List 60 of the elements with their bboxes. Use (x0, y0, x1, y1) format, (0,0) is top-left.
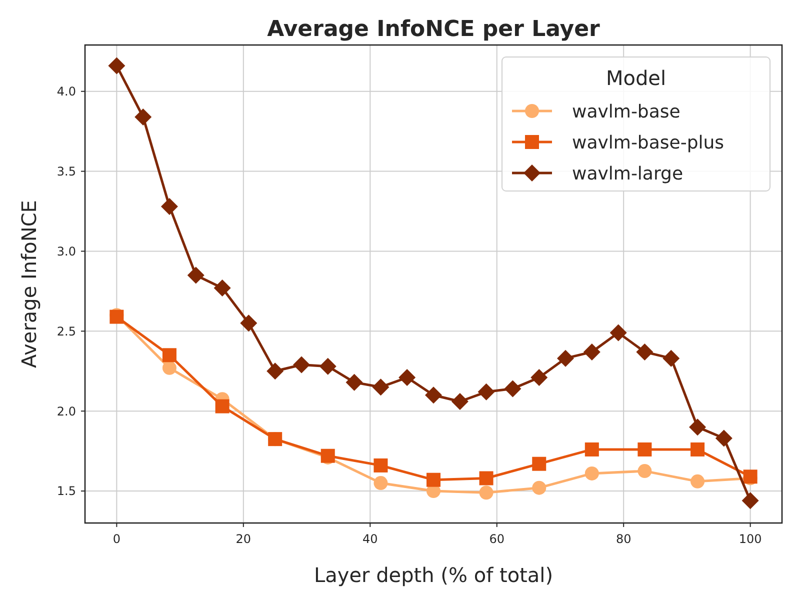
point (638, 464, 652, 478)
point (214, 279, 231, 296)
point (293, 356, 310, 374)
y-axis-title: Average InfoNCE (17, 200, 41, 368)
point (187, 266, 204, 284)
point (690, 474, 705, 488)
point (715, 430, 732, 447)
point (532, 456, 546, 471)
point (584, 466, 599, 480)
point (346, 374, 363, 391)
y-tick-label: 1.5 (56, 484, 76, 498)
point (638, 442, 652, 456)
legend-label: wavlm-base (572, 101, 680, 122)
point (240, 314, 258, 332)
x-tick-label: 80 (616, 532, 632, 546)
point (478, 383, 495, 400)
y-tick-label: 4.0 (56, 84, 76, 99)
x-tick-label: 20 (236, 532, 252, 546)
point (610, 324, 627, 342)
point (689, 418, 706, 436)
point (690, 442, 705, 456)
point (374, 476, 388, 490)
point (374, 458, 388, 472)
point (479, 471, 494, 486)
point (636, 343, 654, 360)
point (584, 442, 599, 456)
legend-title: Model (606, 66, 666, 90)
x-tick-label: 0 (112, 532, 120, 546)
point (479, 486, 494, 500)
point (162, 348, 176, 362)
point (583, 343, 600, 360)
point (398, 369, 416, 386)
point (425, 386, 442, 404)
point (742, 492, 759, 510)
x-tick-label: 40 (362, 532, 378, 546)
point (162, 360, 176, 375)
point (556, 350, 574, 367)
point (530, 369, 548, 386)
point (426, 472, 440, 487)
legend-label: wavlm-large (572, 163, 684, 184)
point (532, 480, 546, 495)
x-tick-label: 100 (738, 532, 762, 546)
point (215, 399, 230, 414)
y-tick-label: 2.0 (56, 404, 76, 418)
point (266, 362, 284, 380)
point (134, 108, 152, 126)
x-tick-label: 60 (489, 532, 505, 546)
point (451, 393, 468, 410)
point (662, 350, 680, 367)
y-tick-label: 3.5 (56, 164, 76, 178)
chart-title: Average InfoNCE per Layer (267, 17, 600, 42)
x-axis-title: Layer depth (% of total) (314, 563, 554, 587)
y-tick-label: 3.0 (56, 244, 76, 258)
point (319, 358, 336, 375)
point (108, 57, 126, 74)
y-tick-label: 2.5 (56, 324, 76, 338)
point (504, 380, 522, 398)
point (372, 378, 390, 396)
legend-label: wavlm-base-plus (572, 132, 724, 154)
point (160, 198, 178, 215)
